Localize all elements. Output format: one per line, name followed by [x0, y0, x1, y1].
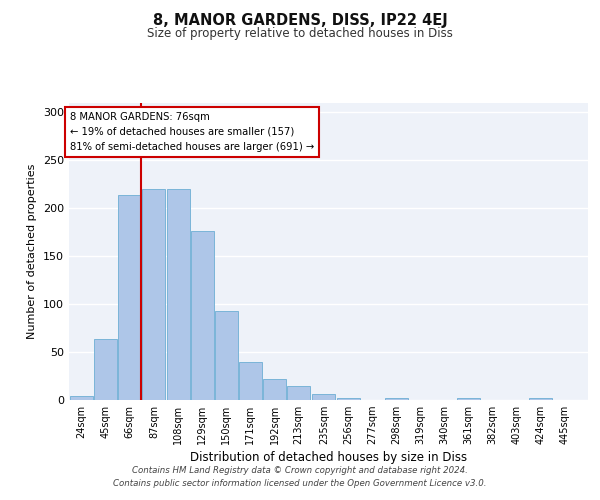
Bar: [337, 398, 359, 400]
Bar: [118, 194, 142, 400]
Text: 8 MANOR GARDENS: 76sqm
← 19% of detached houses are smaller (157)
81% of semi-de: 8 MANOR GARDENS: 76sqm ← 19% of detached…: [70, 112, 314, 152]
X-axis label: Distribution of detached houses by size in Diss: Distribution of detached houses by size …: [190, 452, 467, 464]
Bar: [215, 310, 238, 400]
Bar: [142, 189, 166, 400]
Bar: [287, 386, 310, 400]
Bar: [191, 231, 214, 400]
Bar: [529, 398, 553, 400]
Y-axis label: Number of detached properties: Number of detached properties: [28, 164, 37, 339]
Bar: [70, 396, 93, 400]
Bar: [239, 362, 262, 400]
Bar: [263, 379, 286, 400]
Text: 8, MANOR GARDENS, DISS, IP22 4EJ: 8, MANOR GARDENS, DISS, IP22 4EJ: [152, 12, 448, 28]
Bar: [385, 398, 408, 400]
Bar: [94, 338, 117, 400]
Text: Contains HM Land Registry data © Crown copyright and database right 2024.
Contai: Contains HM Land Registry data © Crown c…: [113, 466, 487, 487]
Bar: [457, 398, 480, 400]
Bar: [313, 394, 335, 400]
Bar: [167, 189, 190, 400]
Text: Size of property relative to detached houses in Diss: Size of property relative to detached ho…: [147, 28, 453, 40]
